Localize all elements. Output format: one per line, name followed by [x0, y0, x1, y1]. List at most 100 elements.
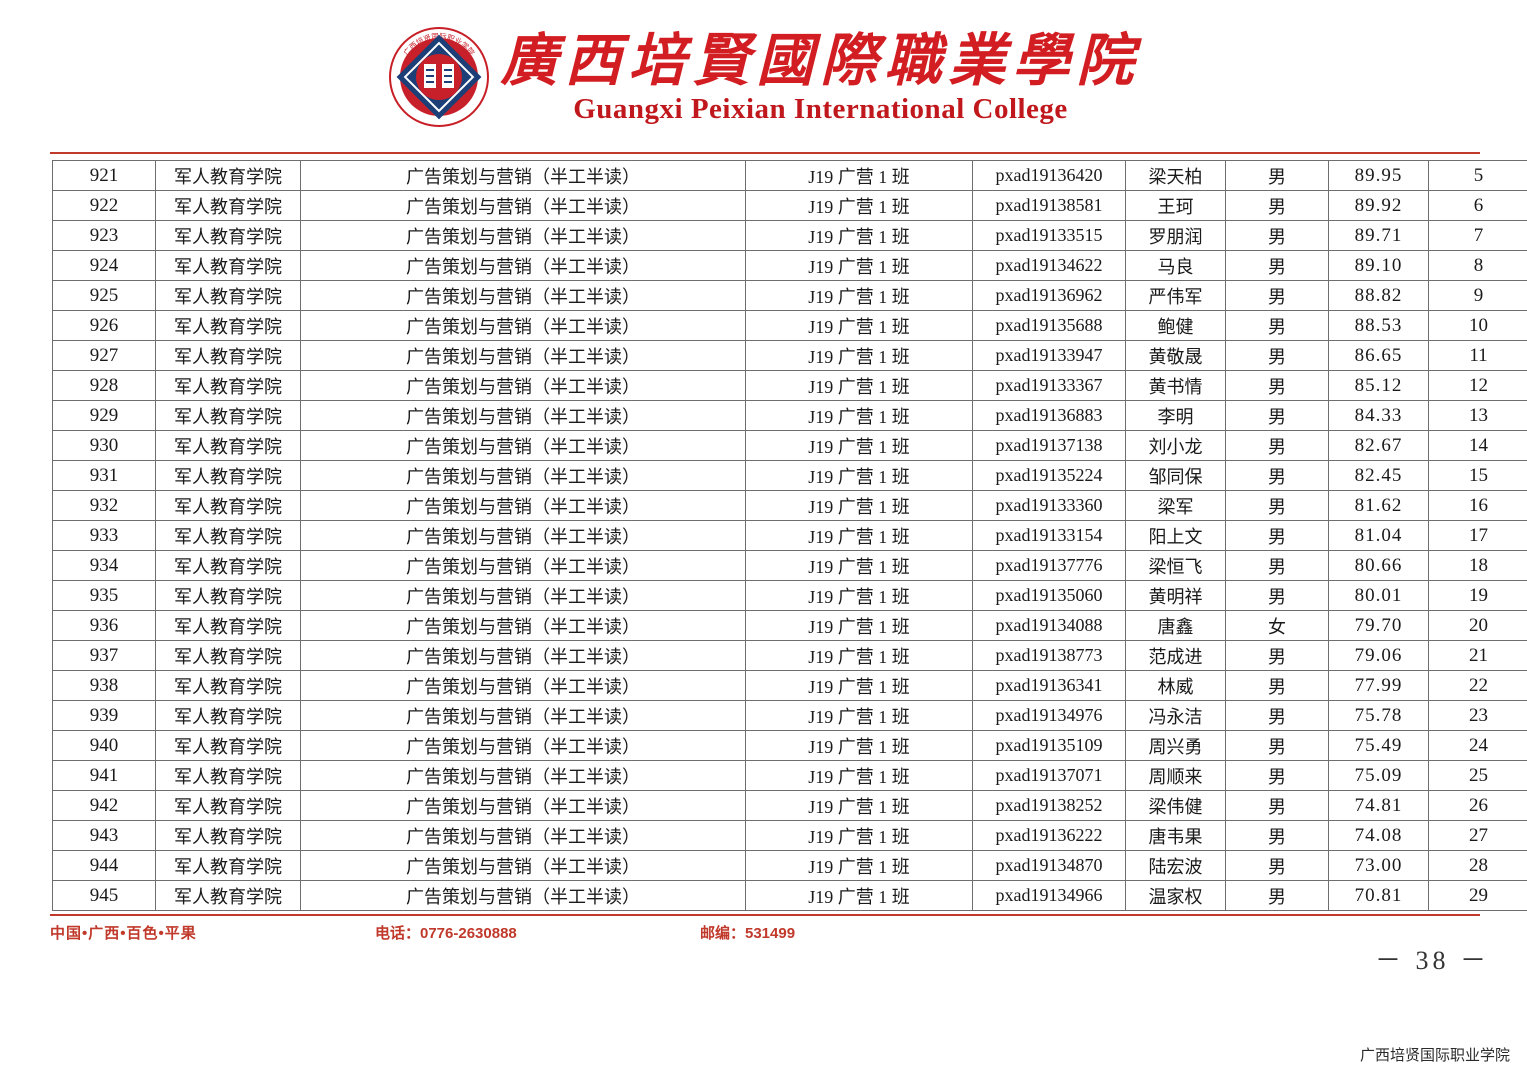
roster-body: 921 军人教育学院 广告策划与营销（半工半读） J19 广营 1 班 pxad1913…	[52, 160, 1527, 911]
cell-major: 广告策划与营销（半工半读）	[300, 340, 746, 371]
cell-rank: 20	[1428, 610, 1527, 641]
cell-gender: 男	[1225, 850, 1329, 881]
cell-rank: 15	[1428, 460, 1527, 491]
cell-class: J19 广营 1 班	[745, 760, 973, 791]
cell-class: J19 广营 1 班	[745, 790, 973, 821]
open-book-icon	[422, 63, 455, 89]
cell-major: 广告策划与营销（半工半读）	[300, 610, 746, 641]
page-number: － 38 －	[1374, 946, 1490, 975]
cell-student-id: pxad19135109	[972, 730, 1126, 761]
cell-seq: 936	[52, 610, 156, 641]
cell-name: 阳上文	[1125, 520, 1226, 551]
cell-name: 王珂	[1125, 190, 1226, 221]
table-row: 921 军人教育学院 广告策划与营销（半工半读） J19 广营 1 班 pxad1913…	[52, 160, 1527, 191]
cell-seq: 931	[52, 460, 156, 491]
cell-student-id: pxad19134976	[972, 700, 1126, 731]
cell-class: J19 广营 1 班	[745, 730, 973, 761]
footer-phone: 电话：0776-2630888	[375, 925, 517, 942]
cell-student-id: pxad19138581	[972, 190, 1126, 221]
cell-major: 广告策划与营销（半工半读）	[300, 820, 746, 851]
cell-name: 梁天柏	[1125, 160, 1226, 191]
table-row: 924 军人教育学院 广告策划与营销（半工半读） J19 广营 1 班 pxad1913…	[52, 250, 1527, 281]
cell-gender: 男	[1225, 370, 1329, 401]
cell-score: 79.70	[1328, 610, 1429, 641]
cell-department: 军人教育学院	[155, 220, 301, 251]
cell-department: 军人教育学院	[155, 250, 301, 281]
cell-score: 89.92	[1328, 190, 1429, 221]
table-row: 938 军人教育学院 广告策划与营销（半工半读） J19 广营 1 班 pxad1913…	[52, 670, 1527, 701]
cell-department: 军人教育学院	[155, 340, 301, 371]
cell-rank: 7	[1428, 220, 1527, 251]
cell-name: 唐韦果	[1125, 820, 1226, 851]
cell-major: 广告策划与营销（半工半读）	[300, 730, 746, 761]
cell-major: 广告策划与营销（半工半读）	[300, 460, 746, 491]
cell-department: 军人教育学院	[155, 700, 301, 731]
cell-department: 军人教育学院	[155, 490, 301, 521]
cell-gender: 男	[1225, 550, 1329, 581]
cell-rank: 13	[1428, 400, 1527, 431]
cell-score: 73.00	[1328, 850, 1429, 881]
cell-rank: 17	[1428, 520, 1527, 551]
cell-seq: 941	[52, 760, 156, 791]
table-row: 925 军人教育学院 广告策划与营销（半工半读） J19 广营 1 班 pxad1913…	[52, 280, 1527, 311]
cell-name: 冯永洁	[1125, 700, 1226, 731]
cell-student-id: pxad19138252	[972, 790, 1126, 821]
cell-class: J19 广营 1 班	[745, 400, 973, 431]
cell-student-id: pxad19135688	[972, 310, 1126, 341]
table-row: 937 军人教育学院 广告策划与营销（半工半读） J19 广营 1 班 pxad1913…	[52, 640, 1527, 671]
cell-gender: 男	[1225, 160, 1329, 191]
cell-seq: 945	[52, 880, 156, 911]
cell-class: J19 广营 1 班	[745, 550, 973, 581]
cell-class: J19 广营 1 班	[745, 370, 973, 401]
cell-department: 军人教育学院	[155, 280, 301, 311]
cell-rank: 26	[1428, 790, 1527, 821]
cell-major: 广告策划与营销（半工半读）	[300, 640, 746, 671]
table-row: 926 军人教育学院 广告策划与营销（半工半读） J19 广营 1 班 pxad1913…	[52, 310, 1527, 341]
cell-seq: 942	[52, 790, 156, 821]
cell-name: 鲍健	[1125, 310, 1226, 341]
cell-gender: 男	[1225, 340, 1329, 371]
cell-gender: 男	[1225, 250, 1329, 281]
cell-rank: 23	[1428, 700, 1527, 731]
cell-department: 军人教育学院	[155, 760, 301, 791]
cell-gender: 男	[1225, 280, 1329, 311]
cell-name: 黄明祥	[1125, 580, 1226, 611]
cell-rank: 22	[1428, 670, 1527, 701]
cell-gender: 男	[1225, 400, 1329, 431]
cell-major: 广告策划与营销（半工半读）	[300, 370, 746, 401]
cell-seq: 924	[52, 250, 156, 281]
cell-major: 广告策划与营销（半工半读）	[300, 430, 746, 461]
cell-rank: 25	[1428, 760, 1527, 791]
cell-score: 89.71	[1328, 220, 1429, 251]
cell-department: 军人教育学院	[155, 550, 301, 581]
cell-class: J19 广营 1 班	[745, 460, 973, 491]
table-row: 929 军人教育学院 广告策划与营销（半工半读） J19 广营 1 班 pxad1913…	[52, 400, 1527, 431]
footer-zip: 邮编：531499	[700, 925, 796, 942]
cell-score: 88.53	[1328, 310, 1429, 341]
table-row: 944 军人教育学院 广告策划与营销（半工半读） J19 广营 1 班 pxad1913…	[52, 850, 1527, 881]
cell-class: J19 广营 1 班	[745, 250, 973, 281]
cell-seq: 940	[52, 730, 156, 761]
college-name-cn: 廣西培賢國際職業學院	[500, 26, 1141, 94]
cell-rank: 8	[1428, 250, 1527, 281]
cell-score: 70.81	[1328, 880, 1429, 911]
cell-department: 军人教育学院	[155, 640, 301, 671]
cell-seq: 937	[52, 640, 156, 671]
cell-gender: 男	[1225, 520, 1329, 551]
cell-class: J19 广营 1 班	[745, 520, 973, 551]
cell-student-id: pxad19133367	[972, 370, 1126, 401]
cell-department: 军人教育学院	[155, 370, 301, 401]
cell-rank: 24	[1428, 730, 1527, 761]
cell-department: 军人教育学院	[155, 190, 301, 221]
cell-name: 李明	[1125, 400, 1226, 431]
cell-gender: 女	[1225, 610, 1329, 641]
cell-rank: 29	[1428, 880, 1527, 911]
cell-major: 广告策划与营销（半工半读）	[300, 880, 746, 911]
cell-department: 军人教育学院	[155, 610, 301, 641]
cell-score: 89.95	[1328, 160, 1429, 191]
cell-class: J19 广营 1 班	[745, 280, 973, 311]
table-row: 940 军人教育学院 广告策划与营销（半工半读） J19 广营 1 班 pxad1913…	[52, 730, 1527, 761]
cell-major: 广告策划与营销（半工半读）	[300, 670, 746, 701]
cell-seq: 935	[52, 580, 156, 611]
table-row: 922 军人教育学院 广告策划与营销（半工半读） J19 广营 1 班 pxad1913…	[52, 190, 1527, 221]
